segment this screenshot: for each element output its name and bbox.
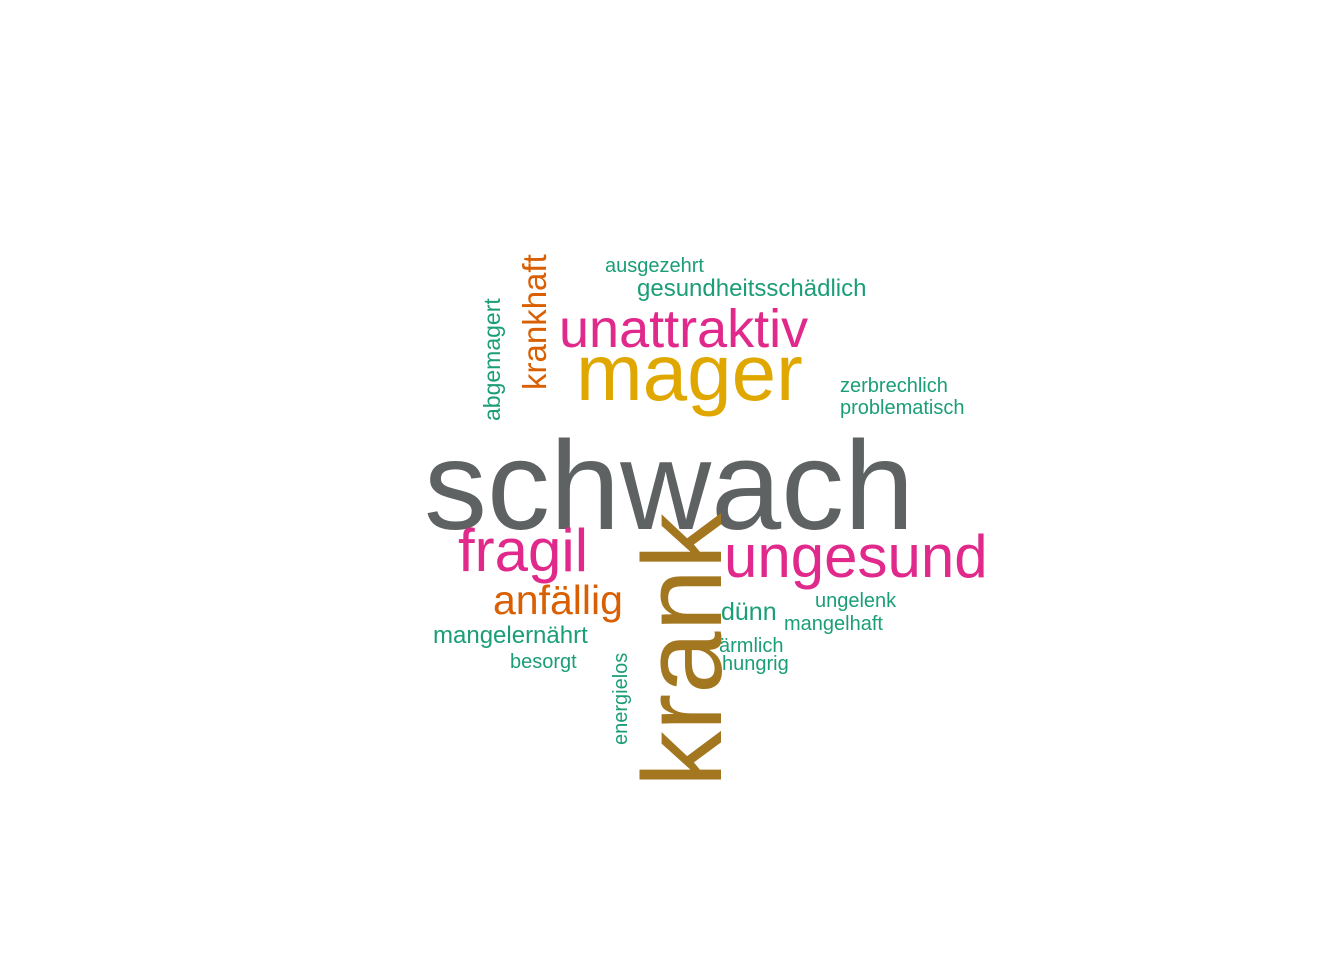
word-besorgt: besorgt <box>510 651 577 673</box>
word-aermlich: ärmlich <box>719 635 784 657</box>
word-abgemagert: abgemagert <box>479 298 505 421</box>
word-mangelernaehrt: mangelernährt <box>433 622 588 649</box>
word-energielos: energielos <box>610 652 632 745</box>
word-ungesund: ungesund <box>724 523 988 590</box>
word-zerbrechlich: zerbrechlich <box>840 375 948 397</box>
word-unattraktiv: unattraktiv <box>559 299 809 359</box>
word-mager: mager <box>576 328 803 417</box>
word-hungrig: hungrig <box>722 653 789 675</box>
word-problematisch: problematisch <box>840 397 965 419</box>
word-anfaellig: anfällig <box>493 577 623 623</box>
word-duenn: dünn <box>721 598 777 626</box>
word-fragil: fragil <box>458 517 589 584</box>
word-krankhaft: krankhaft <box>516 254 553 390</box>
word-schwach: schwach <box>424 415 915 556</box>
word-gesundheitsschaedlich: gesundheitsschädlich <box>637 275 867 302</box>
word-ungelenk: ungelenk <box>815 590 897 612</box>
word-ausgezehrt: ausgezehrt <box>605 255 704 277</box>
word-mangelhaft: mangelhaft <box>784 613 883 635</box>
